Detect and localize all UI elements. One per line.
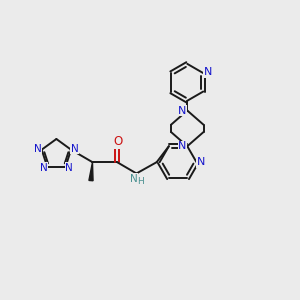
Text: O: O	[113, 135, 122, 148]
Text: N: N	[130, 174, 137, 184]
Text: N: N	[34, 144, 42, 154]
Polygon shape	[89, 162, 93, 181]
Text: N: N	[178, 141, 187, 151]
Text: N: N	[178, 106, 187, 116]
Text: N: N	[40, 163, 47, 173]
Text: N: N	[65, 163, 73, 173]
Text: N: N	[71, 144, 79, 154]
Text: N: N	[197, 157, 205, 167]
Text: H: H	[137, 177, 144, 186]
Text: N: N	[204, 67, 212, 77]
